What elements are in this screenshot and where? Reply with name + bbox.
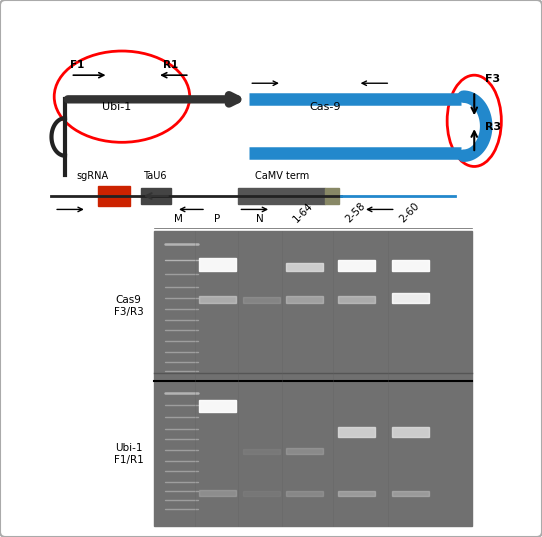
Bar bbox=[338, 296, 375, 303]
Bar bbox=[243, 491, 280, 496]
Bar bbox=[338, 491, 375, 496]
Text: sgRNA: sgRNA bbox=[76, 171, 108, 181]
Text: N: N bbox=[256, 214, 264, 224]
Text: F3: F3 bbox=[485, 74, 500, 84]
Bar bbox=[154, 231, 472, 381]
Bar bbox=[286, 296, 323, 303]
Text: F1: F1 bbox=[70, 60, 85, 70]
Text: P: P bbox=[214, 214, 220, 224]
Text: Ubi-1
F1/R1: Ubi-1 F1/R1 bbox=[114, 443, 144, 465]
Bar bbox=[154, 381, 472, 526]
Bar bbox=[199, 258, 236, 271]
Text: R1: R1 bbox=[163, 60, 178, 70]
Text: TaU6: TaU6 bbox=[143, 171, 166, 181]
Bar bbox=[286, 491, 323, 496]
Bar bbox=[199, 400, 236, 412]
Bar bbox=[392, 260, 429, 271]
Text: R3: R3 bbox=[485, 122, 501, 132]
Text: 1-64: 1-64 bbox=[292, 201, 315, 224]
Bar bbox=[98, 186, 130, 206]
Text: Cas-9: Cas-9 bbox=[309, 102, 341, 112]
Text: 2-58: 2-58 bbox=[343, 201, 367, 224]
Bar bbox=[141, 188, 171, 204]
Bar bbox=[325, 188, 339, 204]
Bar bbox=[286, 263, 323, 271]
Text: M: M bbox=[175, 214, 183, 224]
Bar bbox=[338, 427, 375, 437]
Bar bbox=[238, 188, 325, 204]
Bar bbox=[286, 448, 323, 454]
Bar bbox=[243, 449, 280, 454]
Text: CaMV term: CaMV term bbox=[255, 171, 309, 181]
Text: Cas9
F3/R3: Cas9 F3/R3 bbox=[114, 295, 144, 317]
Bar bbox=[199, 490, 236, 496]
Bar bbox=[338, 260, 375, 271]
Bar bbox=[199, 296, 236, 303]
Text: Ubi-1: Ubi-1 bbox=[102, 102, 131, 112]
Bar bbox=[392, 293, 429, 303]
Text: 2-60: 2-60 bbox=[397, 201, 421, 224]
Bar bbox=[392, 427, 429, 437]
Bar bbox=[392, 491, 429, 496]
Bar bbox=[243, 297, 280, 303]
